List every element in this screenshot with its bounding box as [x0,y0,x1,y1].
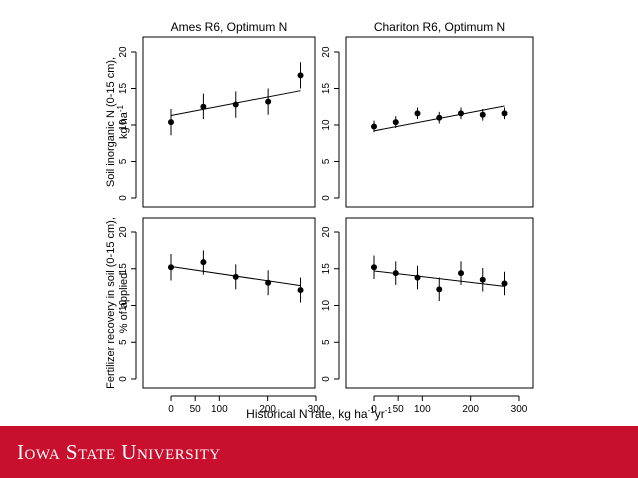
data-point [265,279,272,286]
panel-title: Chariton R6, Optimum N [374,20,505,34]
y-axis-units-sup: -1 [116,104,125,112]
x-label-part-2: yr [375,407,385,421]
panel-title: Ames R6, Optimum N [171,20,288,34]
data-point [232,273,239,280]
university-logo: Iowa State University [17,440,221,464]
y-tick-label: 5 [321,339,332,345]
x-tick-label: 0 [371,404,377,415]
panel-frame [142,217,316,389]
y-axis-label: Soil inorganic N (0-15 cm), [105,57,117,187]
y-tick-label: 0 [321,195,332,201]
data-point [501,280,508,287]
y-tick-label: 10 [321,300,332,312]
x-tick-label: 300 [308,404,325,415]
data-point [479,276,486,283]
x-tick-label: 100 [211,404,228,415]
data-point [200,103,207,110]
y-tick-label: 10 [118,300,129,312]
data-point [414,110,421,117]
y-tick-label: 15 [321,263,332,275]
x-label-part-0: Historical N rate, kg ha [246,407,368,421]
data-point [458,270,464,277]
data-point [392,270,399,277]
y-tick-label: 10 [118,119,129,131]
data-point [371,264,377,271]
data-point [479,111,486,118]
x-tick-label: 100 [414,404,431,415]
data-point [168,264,174,271]
y-tick-label: 5 [321,158,332,164]
x-label-part-3: -1 [385,406,393,415]
x-tick-label: 200 [462,404,479,415]
footer-bar: Iowa State University [0,426,638,478]
y-axis-label-units: % of applied [118,273,130,334]
x-label-part-1: -1 [368,406,376,415]
x-tick-label: 50 [393,404,405,415]
data-point [297,72,304,79]
data-point [392,119,399,126]
y-axis-units-text: % of applied [118,273,130,334]
y-tick-label: 10 [321,119,332,131]
y-tick-label: 0 [118,376,129,382]
x-tick-label: 50 [190,404,202,415]
data-point [436,286,443,293]
data-point [371,123,377,130]
data-point [436,114,443,121]
y-tick-label: 5 [118,158,129,164]
data-point [297,287,304,294]
data-point [265,98,272,105]
data-point [458,110,464,117]
y-tick-label: 15 [321,83,332,95]
y-tick-label: 5 [118,339,129,345]
y-axis-label-units: kg ha-1 [116,104,130,139]
y-tick-label: 0 [321,376,332,382]
data-point [414,274,421,281]
y-tick-label: 20 [321,226,332,238]
panel-frame [345,36,534,208]
x-tick-label: 200 [259,404,276,415]
y-axis-label: Fertilizer recovery in soil (0-15 cm), [105,217,117,389]
y-tick-label: 15 [118,83,129,95]
y-tick-label: 20 [118,46,129,58]
y-tick-label: 20 [321,46,332,58]
y-tick-label: 20 [118,226,129,238]
y-tick-label: 0 [118,195,129,201]
data-point [232,101,239,108]
x-tick-label: 0 [168,404,174,415]
y-axis-units-text: kg ha [118,111,130,139]
panel-frame [142,36,316,208]
data-point [200,259,207,266]
panel-2: Chariton R6, Optimum N 0 5 10 15 20 [321,20,534,208]
data-point [501,110,508,117]
data-point [168,119,174,126]
x-tick-label: 300 [511,404,528,415]
y-tick-label: 15 [118,263,129,275]
shared-x-axis-label: Historical N rate, kg ha-1yr-1 [246,406,392,421]
panel-frame [345,217,534,389]
